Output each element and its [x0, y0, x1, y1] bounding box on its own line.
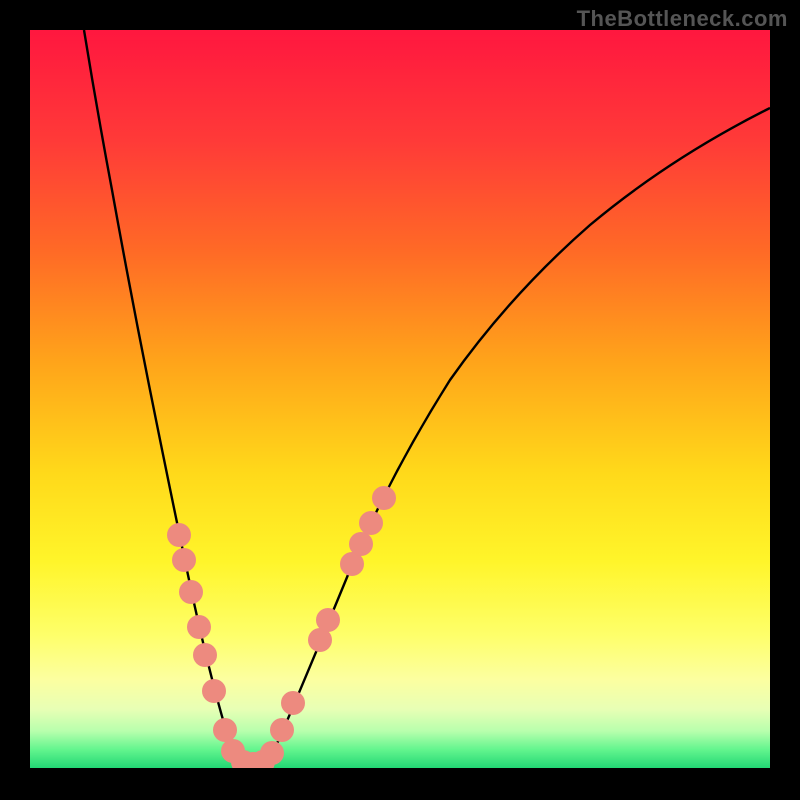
data-marker [372, 486, 396, 510]
curve-right-branch [253, 108, 770, 764]
data-marker [316, 608, 340, 632]
data-marker [270, 718, 294, 742]
data-marker [202, 679, 226, 703]
data-marker [187, 615, 211, 639]
data-marker [179, 580, 203, 604]
data-marker [349, 532, 373, 556]
data-marker [167, 523, 191, 547]
data-marker [281, 691, 305, 715]
curve-layer [30, 30, 770, 768]
data-marker [172, 548, 196, 572]
plot-area [30, 30, 770, 768]
curve-left-branch [84, 30, 253, 764]
chart-container: TheBottleneck.com [0, 0, 800, 800]
data-marker [359, 511, 383, 535]
data-marker [193, 643, 217, 667]
watermark-text: TheBottleneck.com [577, 6, 788, 32]
data-marker [260, 741, 284, 765]
